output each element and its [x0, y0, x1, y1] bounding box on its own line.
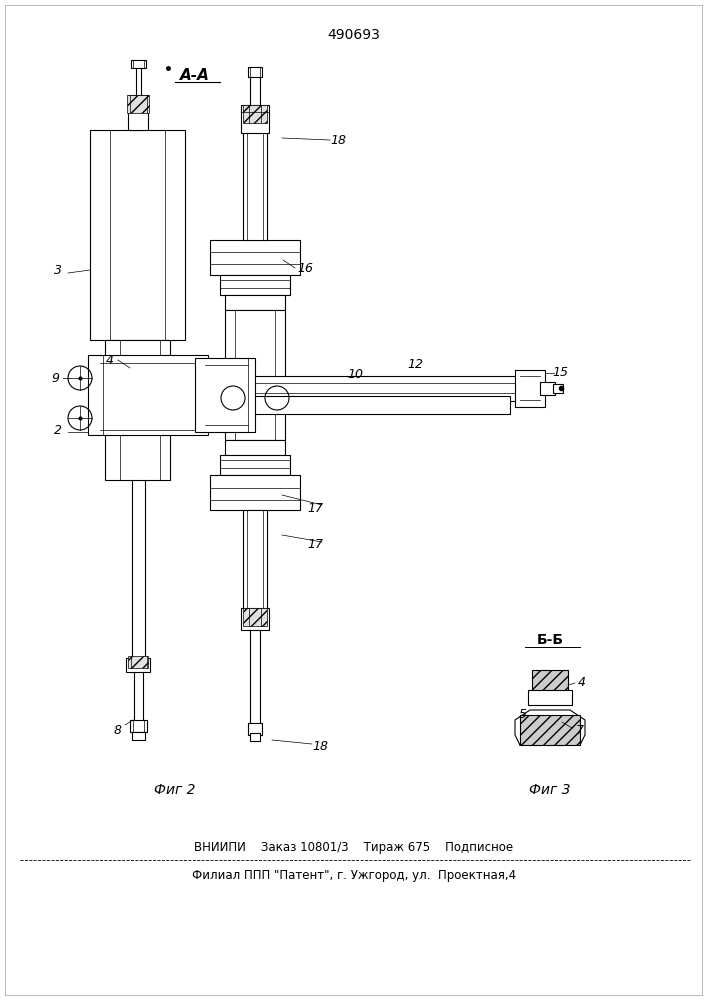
Bar	[105, 340, 170, 480]
Bar	[540, 382, 555, 395]
Bar	[243, 130, 267, 240]
Text: Филиал ППП "Патент", г. Ужгород, ул.  Проектная,4: Филиал ППП "Патент", г. Ужгород, ул. Про…	[192, 868, 516, 882]
Bar	[243, 608, 267, 626]
Text: 8: 8	[114, 724, 122, 736]
Text: 15: 15	[552, 366, 568, 379]
Text: 17: 17	[307, 538, 323, 552]
Bar	[515, 370, 545, 407]
Text: 16: 16	[297, 261, 313, 274]
Bar	[225, 310, 285, 440]
Bar	[248, 723, 262, 735]
Text: 10: 10	[347, 368, 363, 381]
Bar	[243, 510, 267, 610]
Text: Фиг 3: Фиг 3	[530, 783, 571, 797]
Bar	[528, 690, 572, 705]
Bar	[241, 608, 269, 630]
Text: 5: 5	[519, 708, 527, 722]
Bar	[553, 384, 563, 393]
Bar	[532, 670, 568, 700]
Bar	[132, 732, 145, 740]
Text: 4: 4	[578, 676, 586, 688]
Bar	[241, 105, 269, 133]
Text: 4: 4	[106, 354, 114, 366]
Text: А-А: А-А	[180, 68, 210, 83]
Bar	[250, 733, 260, 741]
Bar	[243, 105, 267, 123]
Text: 3: 3	[54, 263, 62, 276]
Text: Фиг 2: Фиг 2	[154, 783, 196, 797]
Bar	[131, 60, 146, 68]
Bar	[128, 656, 148, 668]
Bar	[220, 275, 290, 295]
Text: ВНИИПИ    Заказ 10801/3    Тираж 675    Подписное: ВНИИПИ Заказ 10801/3 Тираж 675 Подписное	[194, 842, 513, 854]
Bar	[130, 720, 147, 732]
Text: 17: 17	[307, 502, 323, 514]
Bar	[127, 95, 149, 113]
Bar	[210, 475, 300, 510]
Bar	[90, 130, 185, 340]
Bar	[248, 67, 262, 77]
Text: 18: 18	[330, 133, 346, 146]
Bar	[225, 440, 285, 455]
Bar	[208, 376, 540, 401]
Bar	[195, 358, 255, 432]
Bar	[128, 95, 148, 130]
Bar	[210, 240, 300, 275]
Text: 12: 12	[407, 359, 423, 371]
Bar	[520, 715, 580, 745]
Text: 490693: 490693	[327, 28, 380, 42]
Text: 9: 9	[51, 371, 59, 384]
Bar	[208, 396, 510, 414]
Bar	[88, 355, 208, 435]
Bar	[126, 658, 150, 672]
Text: 7: 7	[576, 724, 584, 736]
Text: 18: 18	[312, 740, 328, 754]
Text: 2: 2	[54, 424, 62, 436]
Bar	[225, 295, 285, 310]
Bar	[220, 455, 290, 475]
Text: Б-Б: Б-Б	[537, 633, 563, 647]
